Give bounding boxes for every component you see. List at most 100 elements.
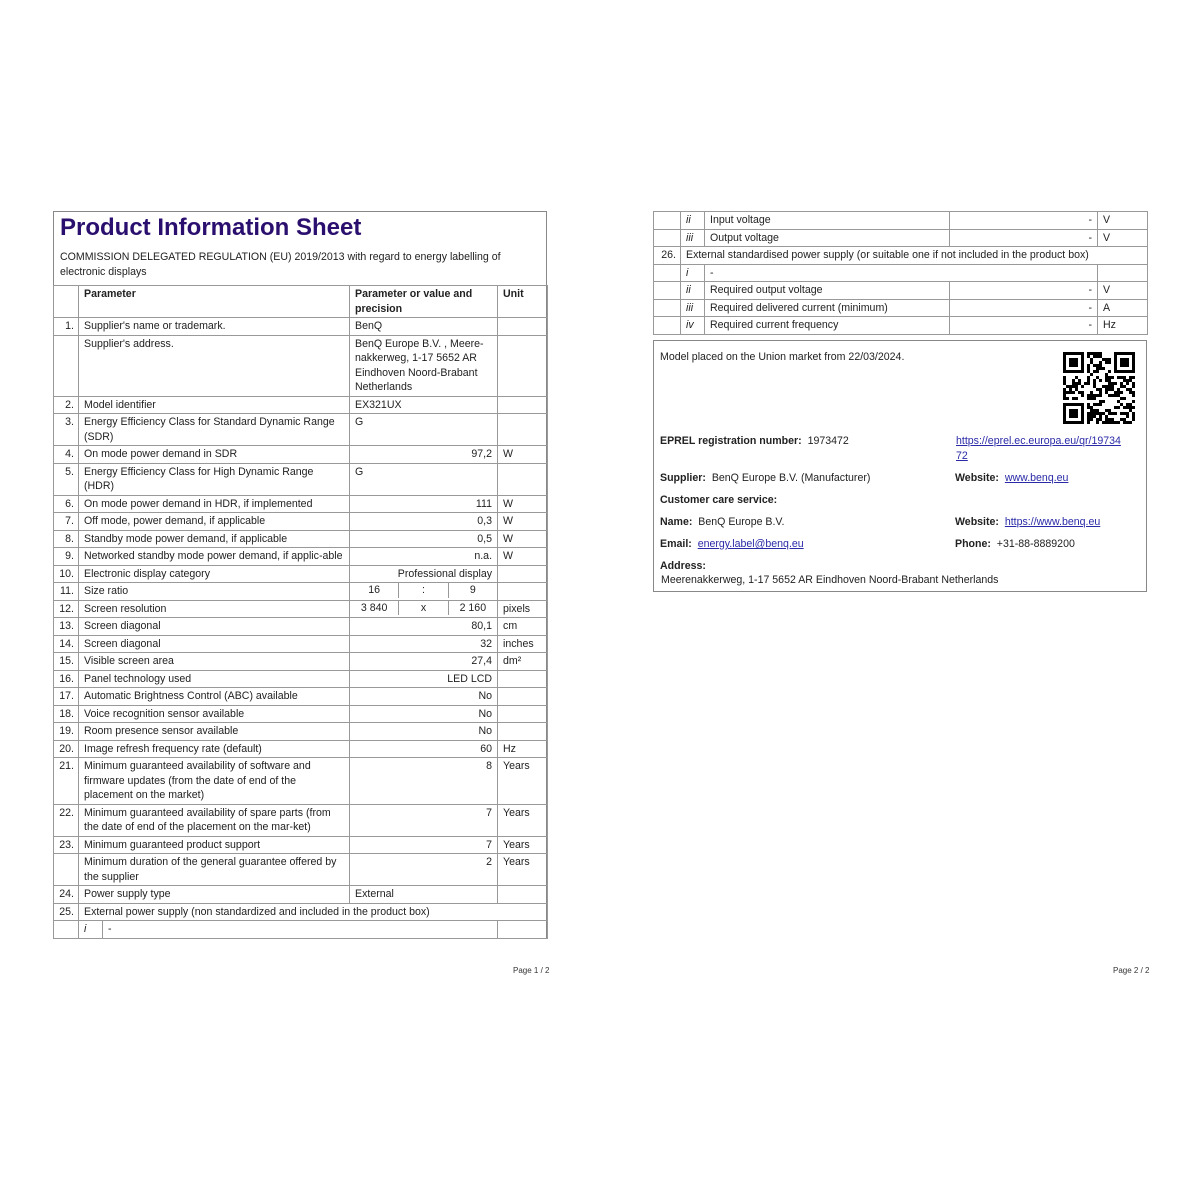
name-label: Name: — [660, 516, 693, 528]
row-parameter: Minimum guaranteed product support — [77, 835, 351, 854]
row-unit — [497, 687, 549, 706]
row-number: 21. — [53, 757, 79, 805]
website-link[interactable]: www.benq.eu — [1004, 472, 1069, 484]
table-row: Supplier's address. BenQ Europe B.V. , Me… — [53, 334, 549, 397]
row-parameter: Supplier's address. — [77, 334, 351, 397]
row-value: n.a. — [349, 547, 499, 566]
table-row: 3. Energy Efficiency Class for Standard D… — [53, 413, 549, 446]
table-row: 4. On mode power demand in SDR 97,2 W — [53, 445, 549, 464]
row-number: 24. — [53, 885, 79, 904]
page-number: Page 1 / 2 — [513, 966, 550, 975]
row-unit — [497, 669, 549, 688]
row-number: 11. — [53, 582, 79, 601]
table-row: iii Output voltage - V — [653, 228, 1148, 247]
table-row: 1. Supplier's name or trademark. BenQ — [53, 317, 549, 336]
row-number: 6. — [53, 494, 79, 513]
row-unit: A — [1097, 298, 1148, 317]
row-parameter: Supplier's name or trademark. — [77, 317, 351, 336]
table-row: iii Required delivered current (minimum) -… — [653, 298, 1148, 317]
row-value: External — [349, 885, 499, 904]
row-parameter: Standby mode power demand, if applicable — [77, 529, 351, 548]
row-unit: Years — [497, 803, 549, 837]
row-number: 17. — [53, 687, 79, 706]
row-parameter: Minimum guaranteed availability of softw… — [77, 757, 351, 805]
row-parameter: Automatic Brightness Control (ABC) avail… — [77, 687, 351, 706]
row-value: - — [949, 211, 1098, 230]
row-roman: ii — [680, 281, 705, 300]
table-row: ii Required output voltage - V — [653, 281, 1148, 300]
row-unit: W — [497, 512, 549, 531]
row-value: - — [949, 316, 1098, 335]
table-row: 26. External standardised power supply (o… — [653, 246, 1148, 265]
row-value: 97,2 — [349, 445, 499, 464]
header-value: Parameter or value and precision — [349, 285, 499, 318]
table-row: 14. Screen diagonal 32 inches — [53, 634, 549, 653]
row-unit — [497, 334, 549, 397]
row-value: BenQ — [349, 317, 499, 336]
row-value: - — [949, 228, 1098, 247]
value-part: 3 840 — [351, 600, 400, 615]
row-number: 2. — [53, 395, 79, 414]
row-number: 1. — [53, 317, 79, 336]
row-value: LED LCD — [349, 669, 499, 688]
row-parameter: Room presence sensor available — [77, 722, 351, 741]
row-roman: i — [680, 263, 705, 282]
row-value: G — [349, 413, 499, 446]
row-roman: iii — [680, 298, 705, 317]
row-unit: Hz — [497, 739, 549, 758]
row-value: 60 — [349, 739, 499, 758]
row-value: 0,5 — [349, 529, 499, 548]
row-parameter: Networked standby mode power demand, if … — [77, 547, 351, 566]
row-value: 32 — [349, 634, 499, 653]
header-parameter: Parameter — [77, 285, 351, 318]
row-number: 12. — [53, 599, 79, 618]
row-unit — [497, 582, 549, 601]
row-unit — [497, 395, 549, 414]
email-link[interactable]: energy.label@benq.eu — [697, 538, 804, 550]
row-unit: V — [1097, 228, 1148, 247]
row-value: 27,4 — [349, 652, 499, 671]
row-parameter: On mode power demand in HDR, if implemen… — [77, 494, 351, 513]
row-roman: ii — [680, 211, 705, 230]
row-number — [53, 853, 79, 886]
table-row: Minimum duration of the general guarante… — [53, 853, 549, 886]
row-value: - — [704, 263, 1098, 282]
row-value: 7 — [349, 835, 499, 854]
row-roman: i — [78, 920, 103, 939]
value-part: : — [399, 583, 449, 598]
row-parameter: Minimum duration of the general guarante… — [77, 853, 351, 886]
row-number — [53, 334, 79, 397]
row-parameter: On mode power demand in SDR — [77, 445, 351, 464]
value-part: 2 160 — [459, 601, 487, 614]
eprel-link[interactable]: https://eprel.ec.europa.eu/qr/1973472 — [956, 435, 1121, 462]
row-value: - — [949, 281, 1098, 300]
row-unit: Years — [497, 835, 549, 854]
row-parameter: Screen diagonal — [77, 634, 351, 653]
row-parameter: Panel technology used — [77, 669, 351, 688]
value-part: x — [399, 600, 449, 615]
row-unit: V — [1097, 211, 1148, 230]
address-label: Address: — [660, 560, 706, 572]
market-date: Model placed on the Union market from 22… — [660, 351, 905, 363]
table-row: 5. Energy Efficiency Class for High Dynam… — [53, 462, 549, 496]
row-unit — [497, 564, 549, 583]
row-parameter: Energy Efficiency Class for Standard Dyn… — [77, 413, 351, 446]
row-value: 111 — [349, 494, 499, 513]
row-parameter: Input voltage — [704, 211, 950, 230]
row-parameter: Required current frequency — [704, 316, 950, 335]
row-value: 8 — [349, 757, 499, 805]
row-value: No — [349, 687, 499, 706]
row-parameter: External power supply (non standardized … — [77, 902, 549, 921]
table-row: 20. Image refresh frequency rate (default… — [53, 739, 549, 758]
row-parameter: Electronic display category — [77, 564, 351, 583]
row-parameter: Required output voltage — [704, 281, 950, 300]
row-unit: Years — [497, 757, 549, 805]
website2-link[interactable]: https://www.benq.eu — [1004, 516, 1101, 528]
row-parameter: Image refresh frequency rate (default) — [77, 739, 351, 758]
row-number: 8. — [53, 529, 79, 548]
value-part: 9 — [469, 584, 476, 596]
parameter-table: Parameter Parameter or value and precisi… — [53, 285, 549, 939]
row-number: 26. — [653, 246, 681, 265]
row-value: 0,3 — [349, 512, 499, 531]
row-roman: iv — [680, 316, 705, 335]
